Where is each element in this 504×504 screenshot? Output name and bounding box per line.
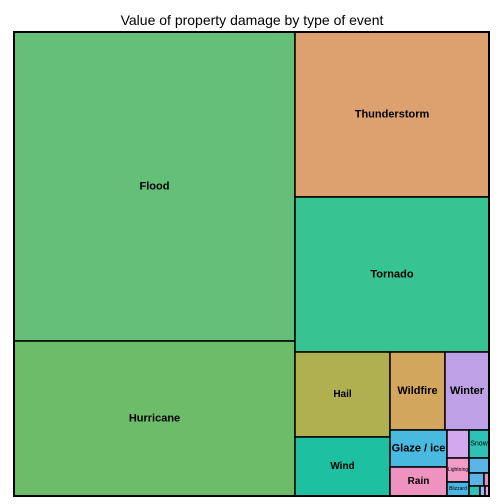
tile-winter	[444, 351, 490, 431]
tile-wildfire	[389, 351, 446, 431]
tile-label-winter: Winter	[450, 385, 485, 397]
tile-label-snow: Snow	[470, 441, 488, 448]
tile-unlabeled-17	[468, 485, 481, 497]
tile-hail	[294, 351, 391, 438]
tile-label-hail: Hail	[333, 389, 352, 400]
tile-wind	[294, 436, 391, 497]
treemap-border	[13, 31, 490, 497]
tile-unlabeled-10	[446, 429, 470, 459]
tile-label-blizzard: Blizzard	[449, 486, 467, 492]
tile-label-flood: Flood	[140, 181, 170, 193]
tile-label-rain: Rain	[408, 476, 430, 487]
tile-label-thunderstorm: Thunderstorm	[355, 109, 430, 121]
tile-label-tornado: Tornado	[370, 269, 413, 281]
tile-label-lightning: Lightning	[448, 467, 469, 473]
tile-glaze-ice	[389, 429, 448, 468]
tile-unlabeled-14	[468, 472, 485, 487]
tile-label-hurricane: Hurricane	[129, 413, 180, 425]
tile-label-wildfire: Wildfire	[397, 385, 437, 397]
tile-label-glaze-ice: Glaze / ice	[392, 443, 446, 455]
tile-tornado	[294, 196, 490, 353]
chart-title: Value of property damage by type of even…	[120, 12, 384, 28]
tile-unlabeled-13	[468, 457, 490, 474]
tile-label-wind: Wind	[330, 461, 354, 472]
